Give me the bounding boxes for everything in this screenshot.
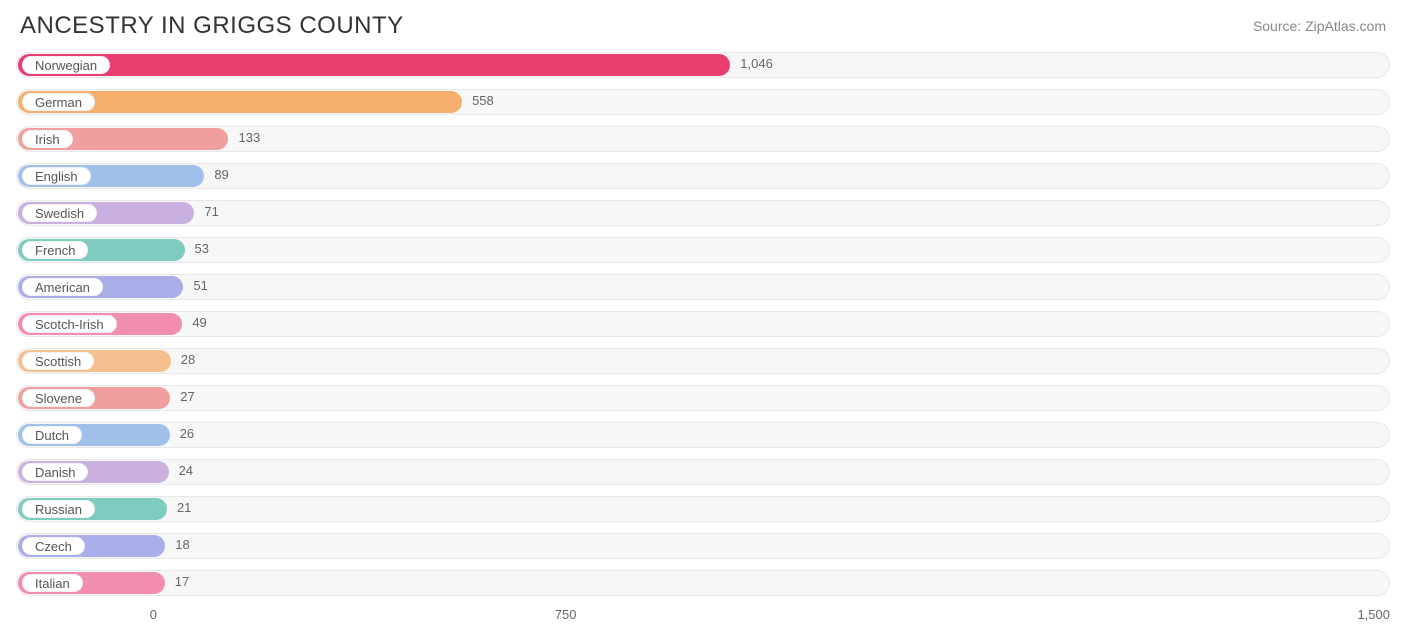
bar-label: German [22, 93, 95, 111]
bar-label: English [22, 167, 91, 185]
bar-row: Slovene 27 [16, 385, 1390, 415]
x-axis: 0 750 1,500 [16, 607, 1390, 631]
bar-row: Russian 21 [16, 496, 1390, 526]
bar-label: French [22, 241, 88, 259]
bar-label: American [22, 278, 103, 296]
bar-track [16, 385, 1390, 411]
bar-value: 17 [175, 574, 189, 589]
bar-row: Danish 24 [16, 459, 1390, 489]
bar-value: 558 [472, 93, 494, 108]
bar-value: 28 [181, 352, 195, 367]
axis-tick: 0 [150, 607, 157, 622]
bar-label: Dutch [22, 426, 82, 444]
bar-track [16, 200, 1390, 226]
bar-label: Scotch-Irish [22, 315, 117, 333]
bar-row: English 89 [16, 163, 1390, 193]
bar-value: 26 [180, 426, 194, 441]
bar-track [16, 533, 1390, 559]
bar-value: 51 [193, 278, 207, 293]
bar-track [16, 422, 1390, 448]
bar-value: 27 [180, 389, 194, 404]
bar-label: Irish [22, 130, 73, 148]
bar-fill [18, 54, 730, 76]
bar-value: 53 [195, 241, 209, 256]
bar-track [16, 274, 1390, 300]
bar-label: Italian [22, 574, 83, 592]
bar-label: Swedish [22, 204, 97, 222]
bar-label: Scottish [22, 352, 94, 370]
chart-header: ANCESTRY IN GRIGGS COUNTY Source: ZipAtl… [0, 0, 1406, 48]
bar-label: Slovene [22, 389, 95, 407]
bar-label: Czech [22, 537, 85, 555]
bar-row: Irish 133 [16, 126, 1390, 156]
chart-area: Norwegian 1,046 German 558 Irish 133 English 89… [0, 48, 1406, 600]
bar-value: 133 [238, 130, 260, 145]
bar-row: German 558 [16, 89, 1390, 119]
bar-row: Scotch-Irish 49 [16, 311, 1390, 341]
bar-value: 1,046 [740, 56, 773, 71]
bar-track [16, 496, 1390, 522]
bar-row: Dutch 26 [16, 422, 1390, 452]
bar-value: 49 [192, 315, 206, 330]
bar-row: Scottish 28 [16, 348, 1390, 378]
bar-track [16, 348, 1390, 374]
bar-value: 89 [214, 167, 228, 182]
bar-row: French 53 [16, 237, 1390, 267]
bar-value: 18 [175, 537, 189, 552]
bar-value: 24 [179, 463, 193, 478]
bar-row: Czech 18 [16, 533, 1390, 563]
chart-title: ANCESTRY IN GRIGGS COUNTY [20, 12, 404, 40]
bar-value: 21 [177, 500, 191, 515]
bar-track [16, 311, 1390, 337]
bar-label: Danish [22, 463, 88, 481]
bar-label: Norwegian [22, 56, 110, 74]
bar-track [16, 459, 1390, 485]
axis-tick: 750 [555, 607, 577, 622]
bar-label: Russian [22, 500, 95, 518]
bar-row: Swedish 71 [16, 200, 1390, 230]
bar-row: Norwegian 1,046 [16, 52, 1390, 82]
bar-track [16, 237, 1390, 263]
axis-tick: 1,500 [1357, 607, 1390, 622]
bar-track [16, 570, 1390, 596]
bar-row: American 51 [16, 274, 1390, 304]
bar-value: 71 [204, 204, 218, 219]
bar-row: Italian 17 [16, 570, 1390, 600]
chart-source: Source: ZipAtlas.com [1253, 18, 1386, 34]
